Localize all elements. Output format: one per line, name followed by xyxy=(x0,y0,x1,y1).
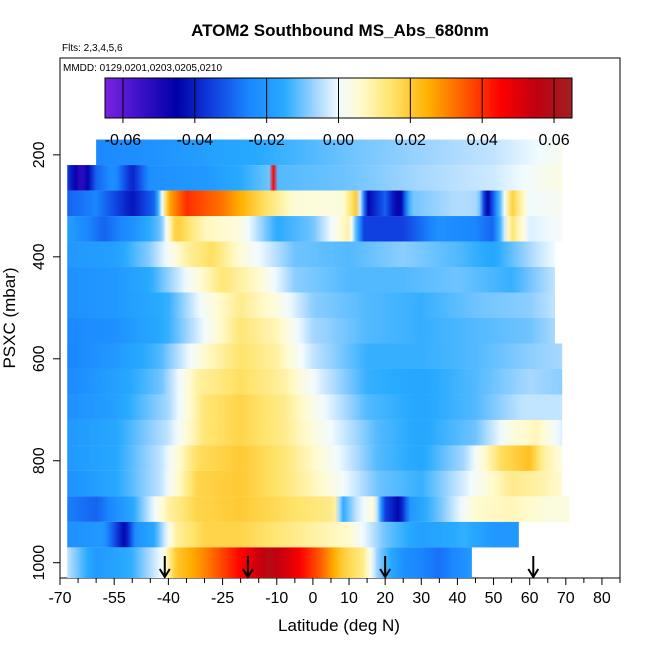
arrow-head xyxy=(379,568,392,579)
heatmap-row xyxy=(67,445,563,471)
heatmap-row xyxy=(67,190,563,217)
arrow-head xyxy=(242,568,254,579)
colorbar-tick-label: 0.02 xyxy=(395,132,426,149)
y-tick-label: 400 xyxy=(31,243,48,270)
colorbar: -0.06 -0.04 -0.02 0.00 0.02 0.04 0.06 xyxy=(104,77,573,149)
colorbar-tick-label: -0.04 xyxy=(177,132,214,149)
y-tick-label: 600 xyxy=(31,345,48,372)
dates-note: MMDD: 0129,0201,0203,0205,0210 xyxy=(63,63,222,74)
x-tick-label: 30 xyxy=(412,590,430,607)
x-tick-label: -25 xyxy=(211,590,234,607)
heatmap-row xyxy=(67,318,555,344)
heatmap-row xyxy=(67,292,555,318)
heatmap-row xyxy=(96,139,563,166)
colorbar-tick-label: -0.06 xyxy=(105,132,142,149)
x-tick-label: 80 xyxy=(593,590,611,607)
x-tick-label: -70 xyxy=(48,590,71,607)
x-axis: -70 -55 -40 -25 -10 0 10 20 30 40 50 60 70 80 xyxy=(48,578,621,607)
y-tick-label: 800 xyxy=(31,447,48,474)
x-tick-label: 20 xyxy=(376,590,394,607)
x-tick-label: 60 xyxy=(521,590,539,607)
heatmap-row xyxy=(67,496,570,522)
x-tick-label: 70 xyxy=(557,590,575,607)
chart-title: ATOM2 Southbound MS_Abs_680nm xyxy=(191,21,489,40)
heatmap-row xyxy=(67,394,563,420)
colorbar-tick-label: 0.04 xyxy=(467,132,498,149)
arrow-head xyxy=(158,568,171,579)
x-tick-label: 0 xyxy=(308,590,317,607)
colorbar-tick-label: -0.02 xyxy=(248,132,285,149)
colorbar-tick-label: 0.00 xyxy=(323,132,354,149)
heatmap-row xyxy=(67,343,563,369)
heatmap-row xyxy=(67,267,555,293)
x-tick-label: -10 xyxy=(265,590,288,607)
flight-arrows xyxy=(158,556,540,579)
heatmap-cells xyxy=(67,139,570,578)
flights-note: Flts: 2,3,4,5,6 xyxy=(62,43,123,54)
y-axis-label: PSXC (mbar) xyxy=(0,267,19,368)
heatmap-row xyxy=(67,216,563,242)
heatmap-row xyxy=(67,165,563,191)
y-axis: 200 400 600 800 1000 xyxy=(31,141,60,581)
x-tick-label: 40 xyxy=(449,590,467,607)
heatmap-row xyxy=(67,521,519,548)
x-tick-label: 10 xyxy=(340,590,358,607)
heatmap-row xyxy=(67,368,563,395)
y-tick-label: 1000 xyxy=(31,545,48,581)
y-tick-label: 200 xyxy=(31,141,48,168)
heatmap-row xyxy=(67,470,563,497)
arrow-head xyxy=(527,568,540,579)
x-tick-label: 50 xyxy=(485,590,503,607)
x-tick-label: -55 xyxy=(103,590,126,607)
x-axis-label: Latitude (deg N) xyxy=(278,616,400,635)
heatmap-row xyxy=(67,547,472,578)
colorbar-tick-label: 0.06 xyxy=(538,132,569,149)
plot-area: MMDD: 0129,0201,0203,0205,0210 -0.06 -0.0… xyxy=(31,57,621,607)
heatmap-row xyxy=(67,419,563,446)
heatmap-row xyxy=(67,241,555,268)
x-tick-label: -40 xyxy=(157,590,180,607)
